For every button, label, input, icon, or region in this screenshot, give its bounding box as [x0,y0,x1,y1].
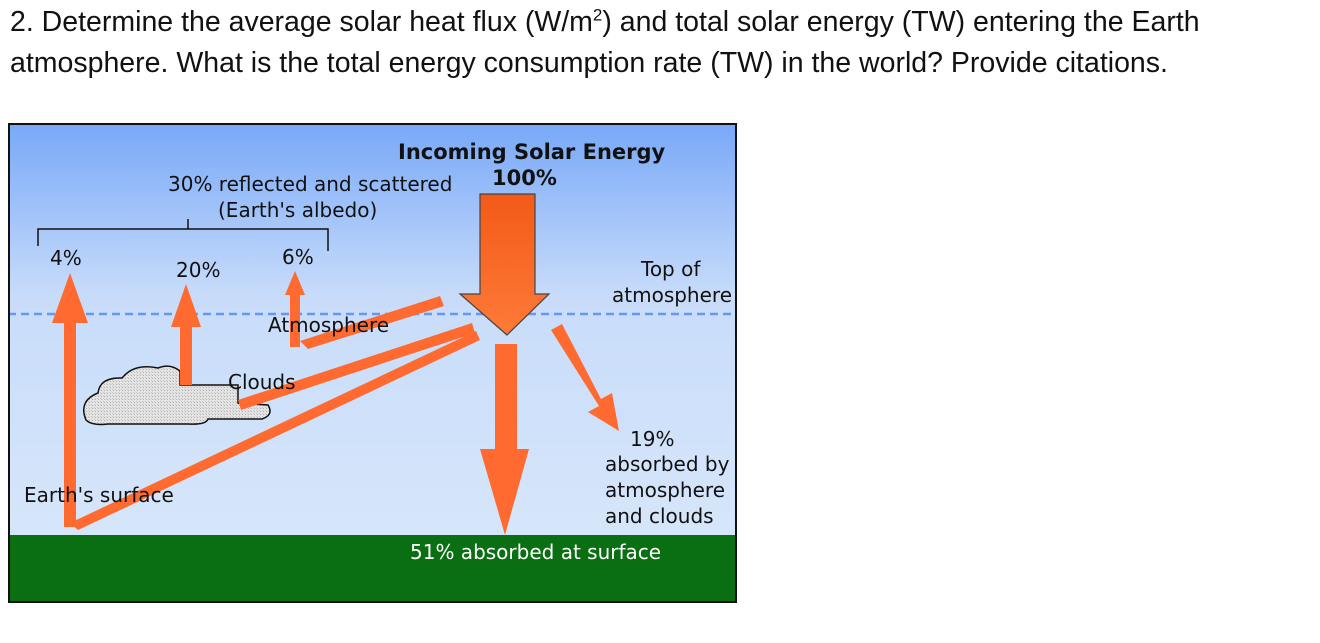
atmosphere-label: Atmosphere [268,313,389,337]
atmosphere-reflection-upright [285,271,305,347]
earths-surface-label: Earth's surface [24,483,174,507]
cloud-shape [83,365,271,426]
cloud-reflect-percent: 20% [176,258,220,282]
top-of-atmosphere-label-1: Top of [640,257,701,281]
question-prefix: 2. Determine the average solar heat flux… [10,6,593,38]
question-suffix: ) and total solar energy (TW) entering t… [10,6,1200,79]
albedo-bracket [37,219,329,251]
absorbed-surface-label: 51% absorbed at surface [410,540,661,564]
atmosphere-reflection-arrow [300,296,444,349]
incoming-percent: 100% [492,166,557,190]
cloud-reflection-upright [171,284,201,385]
surface-reflection-upright [52,273,88,527]
clouds-label: Clouds [228,370,296,394]
absorbed-atmosphere-label-4: and clouds [605,504,714,528]
diagram-border [8,123,737,603]
surface-reflect-percent: 4% [50,246,82,270]
cloud-reflection-arrow [238,323,475,410]
atmosphere-absorption-arrow [551,324,619,431]
incoming-title: Incoming Solar Energy [398,140,666,164]
incoming-solar-arrow [458,193,551,336]
earth-ground [8,535,737,603]
surface-reflection-arrow [70,331,480,530]
absorbed-atmosphere-label-3: atmosphere [605,478,725,502]
albedo-label: (Earth's albedo) [218,198,377,222]
absorbed-atmosphere-label-2: absorbed by [605,452,730,476]
absorbed-atmosphere-label-1: 19% [630,427,674,451]
reflected-label: 30% reflected and scattered [168,172,452,196]
atmosphere-reflect-percent: 6% [282,245,314,269]
question-text: 2. Determine the average solar heat flux… [10,2,1310,84]
top-of-atmosphere-label-2: atmosphere [612,283,732,307]
sky-background [8,123,737,535]
question-superscript: 2 [592,5,603,25]
solar-energy-diagram: Incoming Solar Energy 100% 30% reflected… [8,123,737,603]
surface-absorption-arrow [480,344,529,535]
